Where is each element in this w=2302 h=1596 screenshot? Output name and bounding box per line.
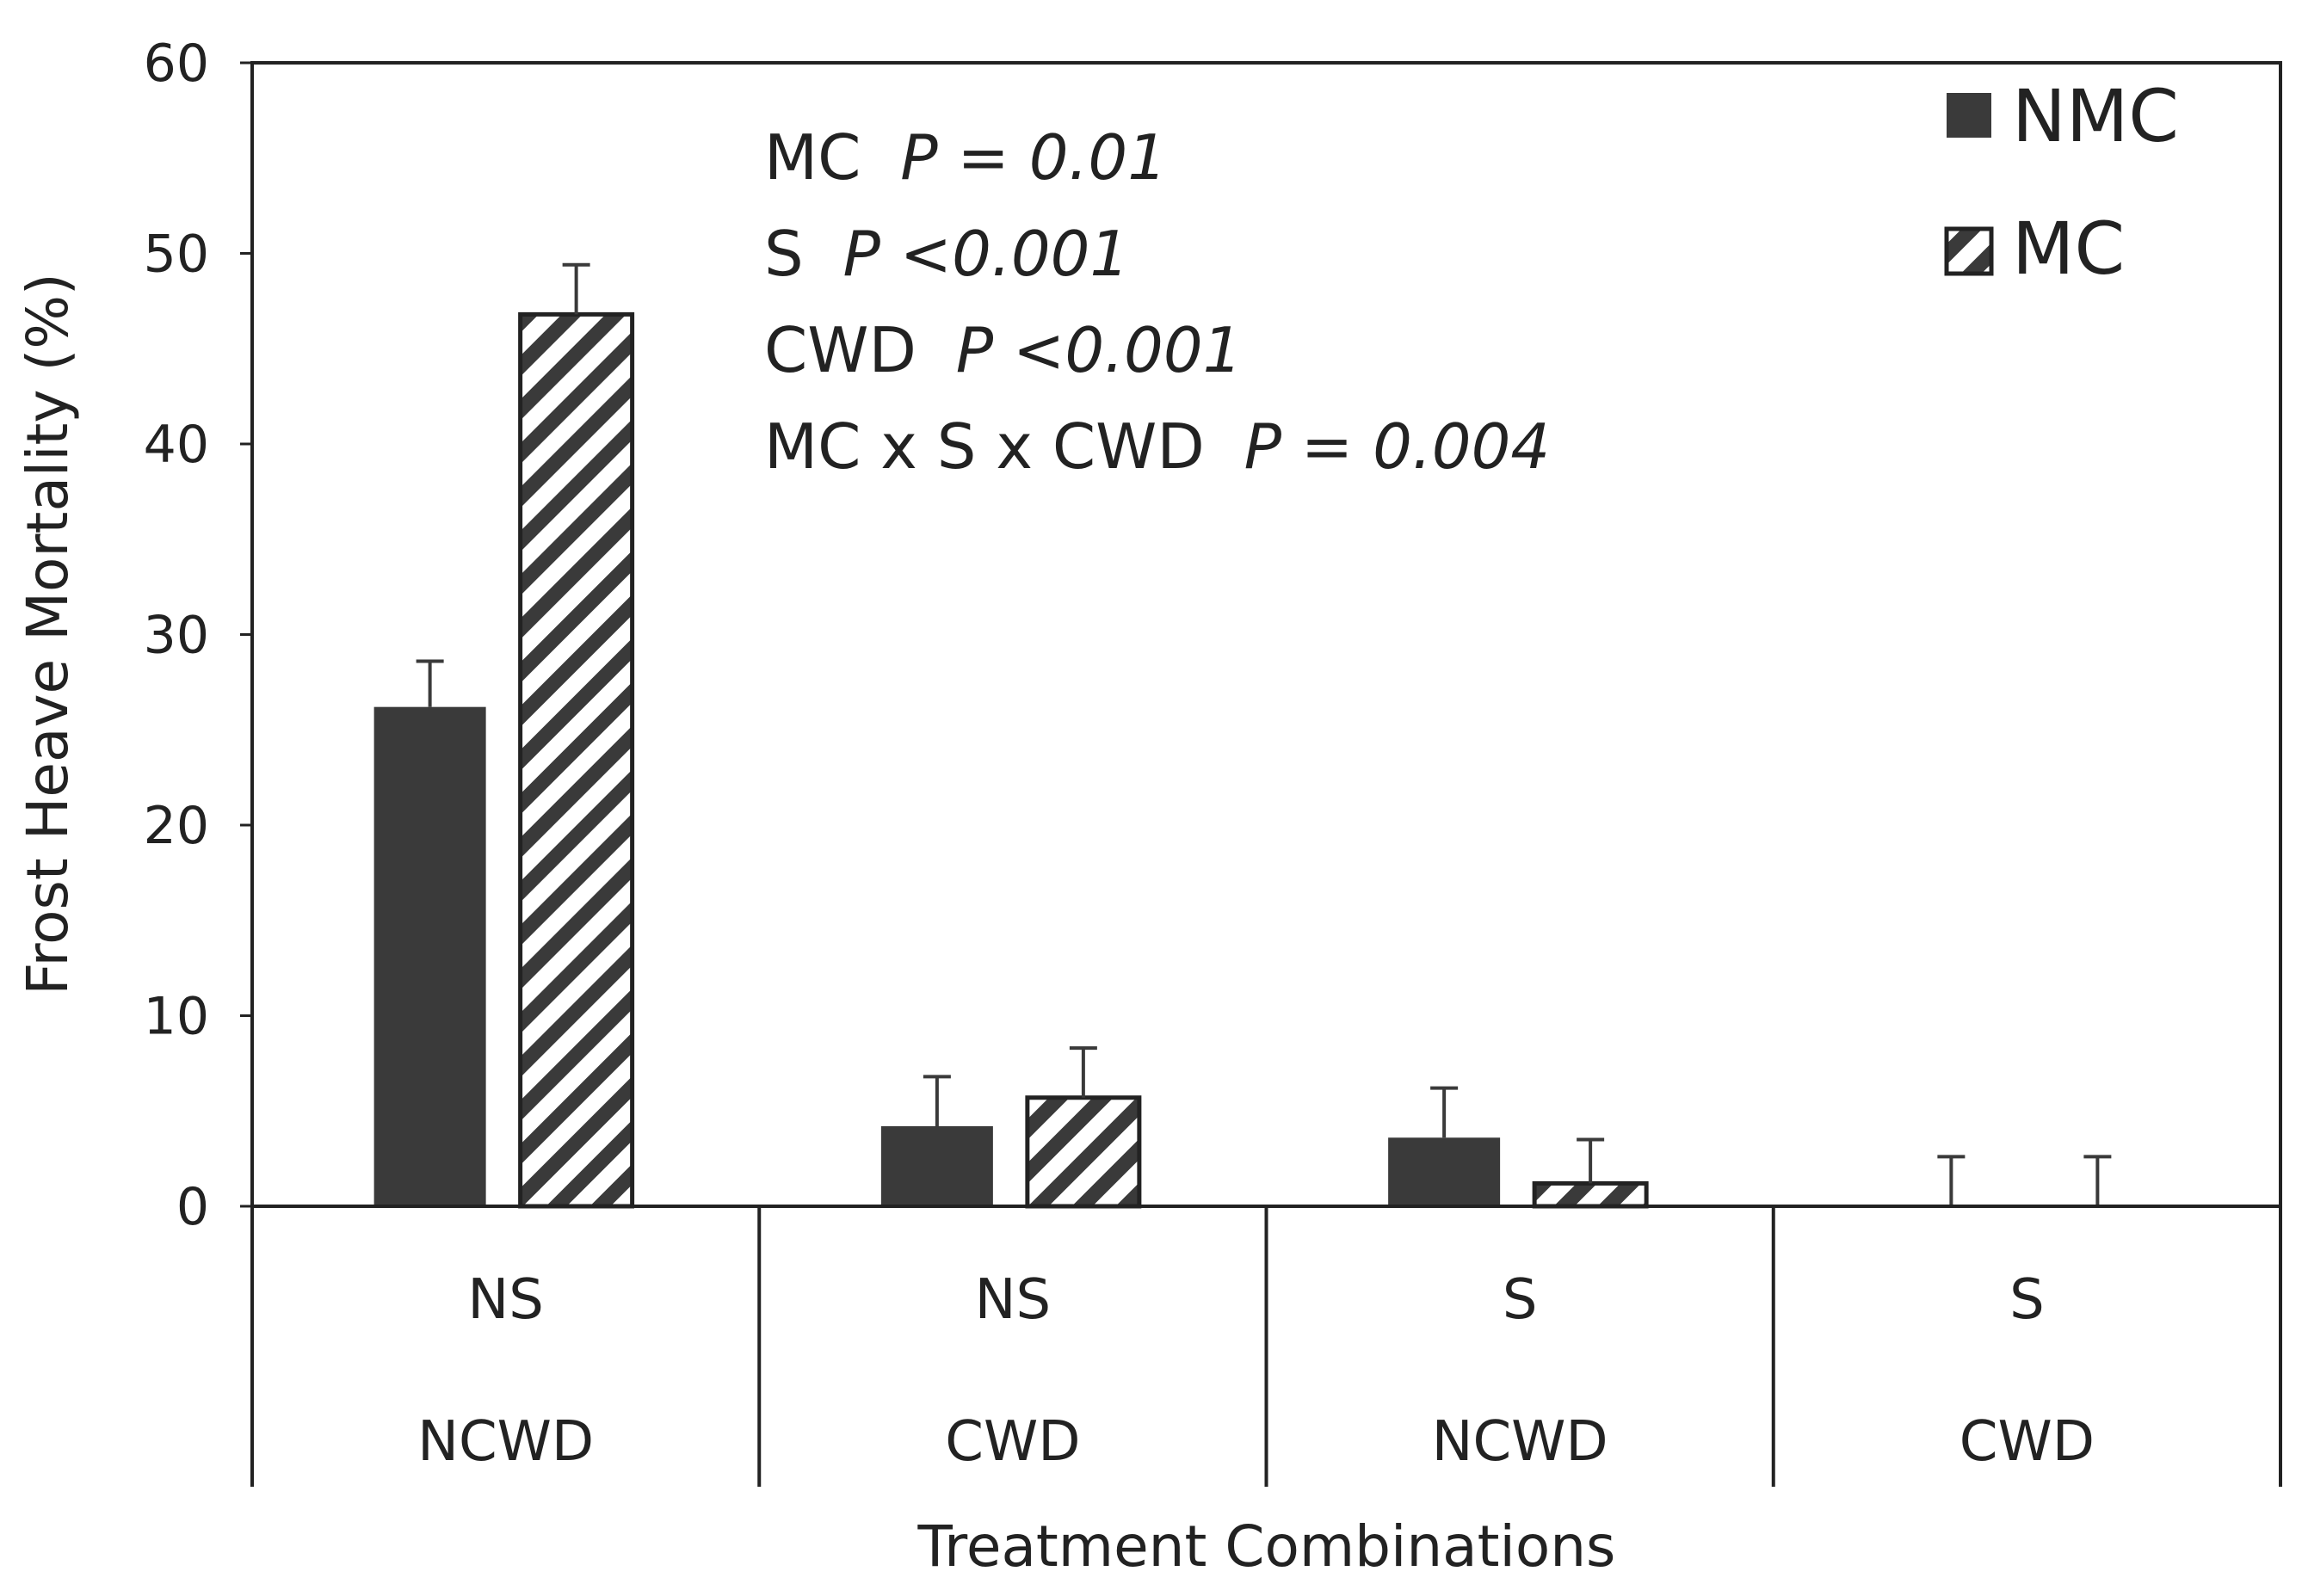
category-label-level1: NS (975, 1268, 1052, 1332)
category-label-level2: NCWD (1432, 1410, 1608, 1474)
bar-mc-3 (1532, 1180, 1649, 1209)
annotation-line-3: CWD P <0.001 (764, 314, 1242, 386)
y-tick-label: 60 (144, 34, 209, 94)
legend-label-nmc: NMC (2012, 74, 2179, 158)
annotation-line-4: MC x S x CWD P = 0.004 (764, 410, 1550, 483)
category-label-level2: CWD (945, 1410, 1080, 1474)
y-tick-label: 40 (144, 415, 209, 475)
category-label-level1: S (1503, 1268, 1538, 1332)
bar-nmc-1 (373, 706, 486, 1206)
annotation-line-1: MC P = 0.01 (764, 121, 1167, 194)
legend: NMC MC (1944, 74, 2179, 291)
bar-nmc-2 (880, 1125, 993, 1206)
category-label-level1: NS (467, 1268, 544, 1332)
legend-label-mc: MC (2012, 206, 2125, 291)
stats-annotation: MC P = 0.01 S P <0.001 CWD P <0.001 MC x… (764, 121, 1550, 483)
category-label-level2: NCWD (417, 1410, 594, 1474)
bars (373, 311, 1649, 1209)
annotation-line-2: S P <0.001 (764, 218, 1129, 290)
y-tick-label: 10 (144, 987, 209, 1047)
bar-nmc-3 (1388, 1137, 1501, 1206)
y-tick-label: 20 (144, 796, 209, 856)
error-bars (416, 262, 2112, 1206)
category-label-level1: S (2009, 1268, 2045, 1332)
y-tick-label: 50 (144, 225, 209, 285)
y-tick-label: 30 (144, 606, 209, 666)
bar-mc-1 (518, 311, 635, 1209)
bar-mc-2 (1025, 1095, 1142, 1209)
legend-swatch-nmc (1947, 93, 1991, 138)
x-axis-title: Treatment Combinations (917, 1513, 1616, 1580)
y-axis-title: Frost Heave Mortality (%) (15, 273, 81, 995)
y-tick-label: 0 (176, 1177, 209, 1237)
x-axis-categories: NS NCWD NS CWD S NCWD S CWD (250, 1206, 2282, 1487)
category-label-level2: CWD (1959, 1410, 2095, 1474)
y-axis-ticks: 0 10 20 30 40 50 60 (144, 34, 252, 1237)
legend-swatch-mc (1944, 226, 1994, 276)
